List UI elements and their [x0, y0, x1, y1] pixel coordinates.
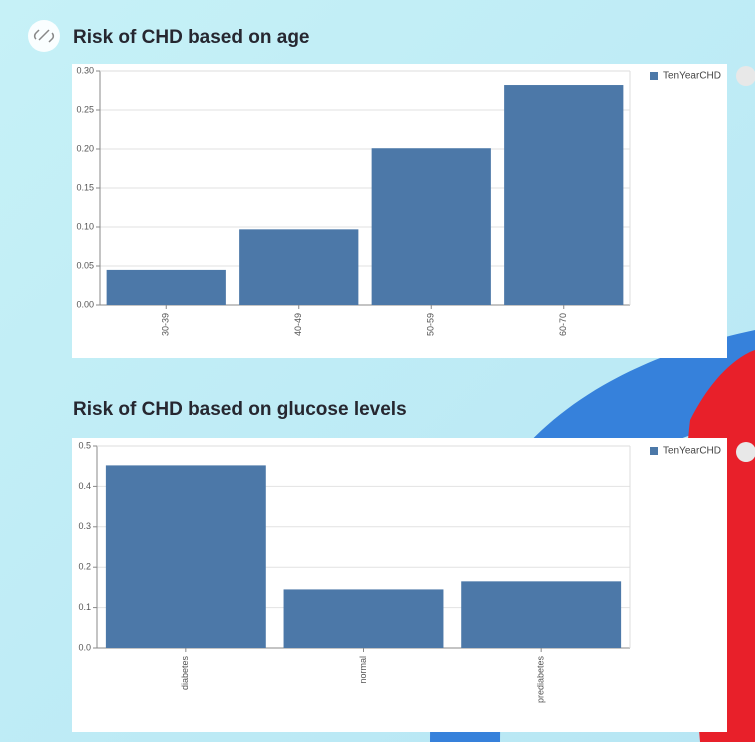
y-tick-label: 0.0 — [78, 642, 91, 652]
bar — [504, 85, 624, 305]
legend-swatch — [650, 72, 658, 80]
bar — [239, 229, 359, 305]
bar — [371, 148, 491, 305]
x-tick-label: 30-39 — [161, 313, 171, 336]
legend-swatch — [650, 447, 658, 455]
x-tick-label: 50-59 — [426, 313, 436, 336]
bar — [105, 465, 266, 648]
x-tick-label: normal — [358, 656, 368, 684]
x-tick-label: 60-70 — [558, 313, 568, 336]
y-tick-label: 0.20 — [76, 143, 94, 153]
bar — [106, 269, 226, 305]
bar — [283, 589, 444, 648]
y-tick-label: 0.1 — [78, 602, 91, 612]
menu-button[interactable] — [736, 442, 755, 462]
y-tick-label: 0.2 — [78, 562, 91, 572]
y-tick-label: 0.30 — [76, 65, 94, 75]
y-tick-label: 0.00 — [76, 299, 94, 309]
y-tick-label: 0.10 — [76, 221, 94, 231]
y-tick-label: 0.3 — [78, 521, 91, 531]
x-tick-label: diabetes — [180, 656, 190, 691]
y-tick-label: 0.4 — [78, 481, 91, 491]
y-tick-label: 0.05 — [76, 260, 94, 270]
x-tick-label: prediabetes — [536, 656, 546, 704]
x-tick-label: 40-49 — [293, 313, 303, 336]
y-tick-label: 0.15 — [76, 182, 94, 192]
link-glyph — [33, 29, 55, 43]
chart-title: Risk of CHD based on glucose levels — [73, 399, 407, 420]
legend-label: TenYearCHD — [663, 446, 721, 457]
legend-label: TenYearCHD — [663, 71, 721, 82]
chart-title: Risk of CHD based on age — [73, 27, 310, 48]
bar — [461, 581, 622, 648]
y-tick-label: 0.25 — [76, 104, 94, 114]
menu-button[interactable] — [736, 66, 755, 86]
y-tick-label: 0.5 — [78, 440, 91, 450]
